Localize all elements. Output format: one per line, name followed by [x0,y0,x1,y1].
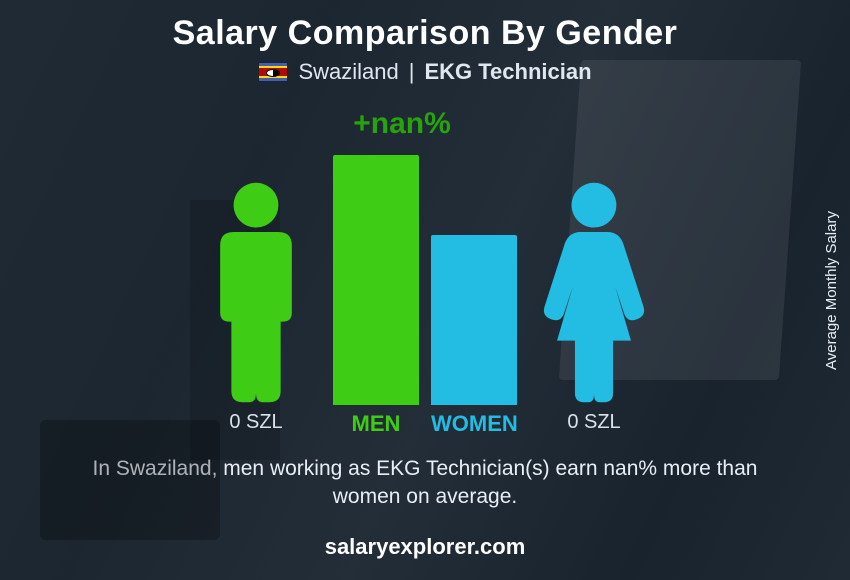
women-label: WOMEN [431,411,517,437]
female-icon [538,180,650,405]
women-value: 0 SZL [529,411,659,437]
job-label: EKG Technician [424,59,591,85]
bar-women [431,235,517,405]
female-icon-wrap [529,180,659,405]
side-axis-label: Average Monthly Salary [823,211,840,370]
flag-icon [258,62,288,82]
bar-men [333,155,419,405]
male-icon-wrap [191,180,321,405]
separator: | [409,59,415,85]
bars-row [155,155,695,405]
male-icon [200,180,312,405]
chart-area: +nan% 0 SZL MEN WOMEN 0 SZL [155,107,695,437]
men-value: 0 SZL [191,411,321,437]
side-axis-wrap: Average Monthly Salary [816,0,846,580]
labels-row: 0 SZL MEN WOMEN 0 SZL [155,411,695,437]
delta-label: +nan% [327,107,477,141]
page-title: Salary Comparison By Gender [0,0,850,53]
men-label: MEN [333,411,419,437]
country-label: Swaziland [298,59,398,85]
